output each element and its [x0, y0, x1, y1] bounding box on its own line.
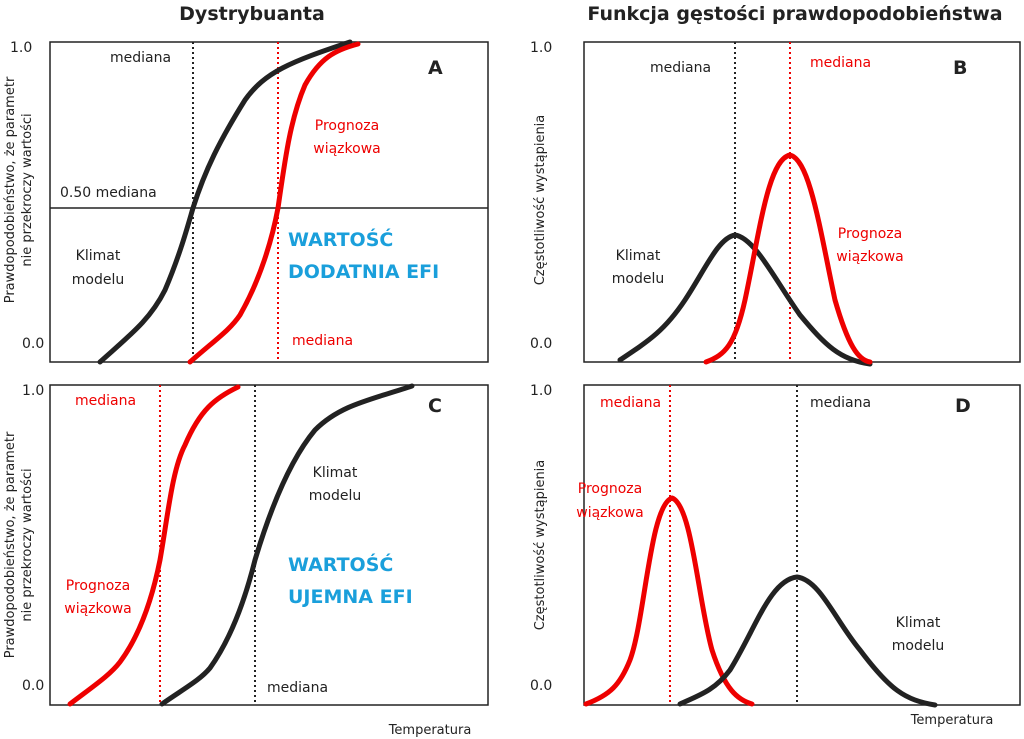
median-ensemble-label: mediana — [292, 333, 353, 349]
y-top: 1.0 — [530, 40, 552, 56]
panel-letter: A — [428, 57, 443, 79]
panel-letter: B — [953, 57, 967, 79]
x-axis-label: Temperatura — [910, 713, 994, 728]
ensemble-curve — [187, 41, 361, 365]
panel-a: 1.0 0.0 Prawdopodobieństwo, że parametr … — [3, 39, 489, 365]
y-axis-label: Częstotliwość wystąpienia — [533, 460, 548, 631]
median-ensemble-label: mediana — [600, 395, 661, 411]
efi-label: UJEMNA EFI — [288, 586, 413, 608]
ensemble-label: wiązkowa — [313, 141, 380, 157]
median-model-label: mediana — [810, 395, 871, 411]
panel-c: 1.0 0.0 Prawdopodobieństwo, że parametr … — [3, 383, 489, 738]
ensemble-curve — [67, 384, 241, 707]
model-label: modelu — [72, 272, 124, 288]
model-label: Klimat — [616, 248, 661, 264]
title: Dystrybuanta — [179, 3, 325, 25]
y-axis-label: nie przekroczy wartości — [20, 113, 35, 266]
y-top: 1.0 — [22, 383, 44, 399]
ensemble-label: Prognoza — [838, 226, 902, 242]
panel-d: 1.0 0.0 Częstotliwość wystąpienia median… — [530, 383, 1021, 728]
ensemble-label: Prognoza — [578, 481, 642, 497]
y-bottom: 0.0 — [530, 336, 552, 352]
ensemble-curve — [583, 495, 755, 707]
panel-frame — [49, 41, 489, 363]
y-axis-label: Prawdopodobieństwo, że parametr — [3, 431, 18, 658]
model-label: modelu — [612, 271, 664, 287]
model-curve — [97, 39, 353, 365]
title: Funkcja gęstości prawdopodobieństwa — [587, 3, 1002, 25]
median-line-label: 0.50 mediana — [60, 185, 157, 201]
y-axis-label: nie przekroczy wartości — [20, 468, 35, 621]
efi-label: DODATNIA EFI — [288, 261, 439, 283]
model-curve — [677, 574, 938, 708]
model-curve — [617, 232, 873, 367]
y-top: 1.0 — [530, 383, 552, 399]
y-bottom: 0.0 — [22, 678, 44, 694]
median-model-label: mediana — [650, 60, 711, 76]
x-axis-label: Temperatura — [388, 723, 472, 738]
ensemble-label: Prognoza — [315, 118, 379, 134]
median-model-label: mediana — [110, 50, 171, 66]
y-axis-label: Częstotliwość wystąpienia — [533, 115, 548, 286]
y-axis-label: Prawdopodobieństwo, że parametr — [3, 76, 18, 303]
median-ensemble-label: mediana — [75, 393, 136, 409]
efi-label: WARTOŚĆ — [288, 552, 393, 576]
model-label: modelu — [892, 638, 944, 654]
model-label: Klimat — [76, 248, 121, 264]
y-bottom: 0.0 — [22, 336, 44, 352]
panel-letter: D — [955, 395, 971, 417]
panel-frame — [49, 384, 489, 706]
panel-b: 1.0 0.0 Częstotliwość wystąpienia median… — [530, 40, 1021, 367]
ensemble-label: wiązkowa — [64, 601, 131, 617]
model-curve — [159, 383, 415, 707]
model-label: Klimat — [896, 615, 941, 631]
median-model-label: mediana — [267, 680, 328, 696]
panel-frame — [583, 384, 1021, 706]
panel-letter: C — [428, 395, 442, 417]
ensemble-label: Prognoza — [66, 578, 130, 594]
median-ensemble-label: mediana — [810, 55, 871, 71]
y-bottom: 0.0 — [530, 678, 552, 694]
ensemble-label: wiązkowa — [836, 249, 903, 265]
ensemble-curve — [703, 152, 873, 365]
ensemble-label: wiązkowa — [576, 505, 643, 521]
y-top: 1.0 — [10, 40, 32, 56]
model-label: Klimat — [313, 465, 358, 481]
model-label: modelu — [309, 488, 361, 504]
panel-frame — [583, 41, 1021, 363]
efi-label: WARTOŚĆ — [288, 227, 393, 251]
